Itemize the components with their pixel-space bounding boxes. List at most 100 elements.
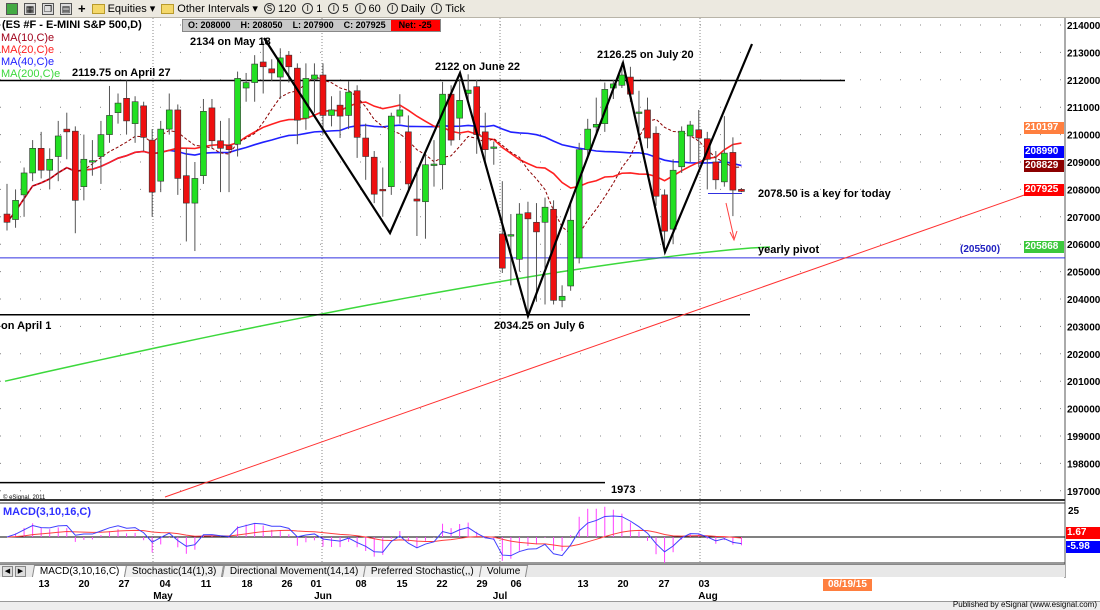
page-icon[interactable]: ▤ (60, 2, 72, 15)
date-tick: 15 (396, 579, 408, 590)
month-label: Aug (698, 591, 718, 602)
candle (208, 107, 216, 142)
candle (97, 134, 105, 157)
candle (242, 82, 250, 89)
high-value: H: 208050 (240, 20, 283, 30)
scroll-left-button[interactable]: ◀ (2, 566, 13, 577)
macd-line (6, 515, 742, 557)
candle (345, 91, 352, 116)
candle (268, 68, 276, 74)
candle (37, 148, 45, 171)
low-value: L: 207900 (292, 20, 334, 30)
candle (157, 128, 165, 182)
candle (319, 74, 327, 116)
tab-directional-movement[interactable]: Directional Movement(14,14) (221, 565, 367, 577)
candle (140, 105, 147, 138)
tab-label: Directional Movement(14,14) (229, 566, 359, 577)
candle (584, 128, 592, 150)
candle (89, 160, 96, 163)
price-tick: 213000 (1067, 48, 1100, 59)
chart-icon[interactable] (6, 2, 18, 15)
candle (46, 158, 54, 171)
candle (447, 93, 455, 141)
candle (225, 145, 233, 150)
crosshair-icon[interactable]: + (78, 1, 86, 16)
interval-tick-button[interactable]: I Tick (431, 3, 465, 15)
study-ma20[interactable]: MA(20,C)e (1, 44, 55, 56)
study-ma10[interactable]: MA(10,C)e (1, 32, 55, 44)
candle (678, 130, 685, 168)
study-ma200[interactable]: MA(200,C)e (1, 68, 61, 80)
candle (652, 132, 660, 197)
interval-60-button[interactable]: I 60 (354, 2, 381, 15)
equities-label: Equities (107, 2, 147, 15)
price-tick: 206000 (1067, 240, 1100, 251)
badge-ma40: 208990 (1024, 146, 1064, 158)
tab-macd[interactable]: MACD(3,10,16,C) (31, 565, 128, 577)
other-intervals-dropdown[interactable]: Other Intervals ▾ (161, 2, 258, 15)
copy-icon[interactable]: ❐ (42, 2, 54, 15)
candle (729, 152, 737, 191)
price-tick: 205000 (1067, 268, 1100, 279)
candle (541, 206, 549, 223)
candle (439, 93, 446, 166)
level-lines (0, 79, 1065, 498)
tab-preferred-stochastic[interactable]: Preferred Stochastic(,,) (363, 565, 483, 577)
grid-icon[interactable]: ▦ (24, 2, 36, 15)
study-ma40[interactable]: MA(40,C)e (1, 56, 55, 68)
price-tick: 199000 (1067, 432, 1100, 443)
interval-label: 60 (368, 2, 381, 15)
candle (516, 213, 523, 260)
date-tick: 04 (159, 579, 171, 590)
price-tick: 209000 (1067, 158, 1100, 169)
net-change: Net: -25 (390, 20, 440, 31)
interval-120-button[interactable]: S 120 (263, 3, 296, 15)
date-tick: 20 (78, 579, 90, 590)
equities-dropdown[interactable]: Equities ▾ (91, 2, 155, 15)
interval-icon: I (328, 3, 340, 14)
annotation-yearly-pivot: yearly pivot (758, 244, 819, 256)
candle (20, 172, 28, 196)
tab-stochastic[interactable]: Stochastic(14(1),3) (124, 565, 226, 577)
candle (200, 111, 207, 176)
axes: 214000 213000 212000 211000 210000 209000 2080… (1067, 21, 1100, 498)
tab-volume[interactable]: Volume (479, 565, 529, 577)
candle (644, 109, 651, 139)
interval-icon: S (263, 3, 275, 14)
candle (695, 129, 703, 139)
interval-label: Daily (400, 2, 426, 15)
copyright: © eSignal, 2011 (3, 494, 46, 501)
price-tick: 197000 (1067, 487, 1100, 498)
price-tick: 208000 (1067, 185, 1100, 196)
date-tick: 11 (200, 579, 212, 590)
interval-label: Tick (445, 2, 466, 15)
badge-last-price: 207925 (1024, 184, 1064, 196)
scroll-right-button[interactable]: ▶ (15, 566, 26, 577)
cursor-date-badge: 08/19/15 (823, 579, 872, 591)
badge-ma200: 205868 (1024, 241, 1064, 253)
candle (379, 189, 387, 192)
price-tick: 211000 (1067, 103, 1100, 114)
candle (738, 189, 745, 192)
candle (635, 111, 643, 114)
candle (499, 233, 506, 269)
price-tick: 204000 (1067, 295, 1100, 306)
drawings (263, 37, 754, 320)
price-tick: 212000 (1067, 76, 1100, 87)
candle (370, 156, 378, 195)
badge-macd: -5.98 (1066, 541, 1100, 553)
candle (422, 164, 429, 203)
interval-daily-button[interactable]: I Daily (386, 2, 426, 15)
candle (405, 131, 412, 185)
candle (63, 128, 71, 133)
price-tick: 214000 (1067, 21, 1100, 32)
price-tick: 203000 (1067, 322, 1100, 333)
ma200-line (4, 246, 771, 382)
grid (0, 18, 1066, 578)
ma10-line (6, 75, 742, 235)
candle (183, 175, 190, 204)
candle (618, 74, 626, 86)
